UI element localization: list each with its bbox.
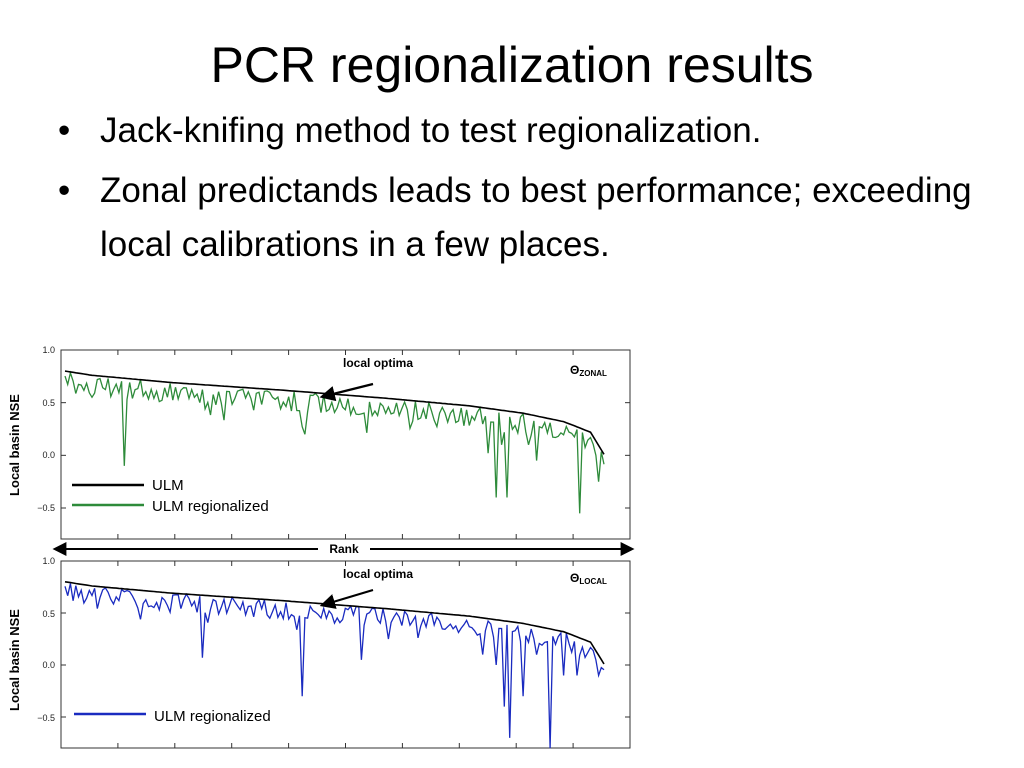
slide-title: PCR regionalization results [210,37,814,93]
top-series-ulm-regionalized [64,370,605,514]
y-tick-label: 0.0 [42,450,55,460]
bottom-legend-reg-label: ULM regionalized [154,708,271,725]
y-tick-label: 1.0 [42,556,55,566]
top-theta-label: ΘZONAL [570,363,607,378]
top-annotation-local-optima: local optima [343,356,413,370]
top-legend-ulm-label: ULM [152,477,184,494]
bottom-panel: 1.0 0.5 0.0 −0.5 Local basin NSE local o… [7,556,631,749]
bottom-plot-frame [60,560,631,749]
bullet-list: • Jack-knifing method to test regionaliz… [58,104,988,278]
top-axis-ticks [61,349,630,539]
theta-subscript: ZONAL [579,369,607,378]
y-tick-label: 0.5 [42,609,55,619]
top-legend-reg-label: ULM regionalized [152,498,269,515]
bullet-text: Jack-knifing method to test regionalizat… [100,111,762,150]
bullet-text: Zonal predictands leads to best performa… [100,171,972,264]
y-tick-label: −0.5 [37,713,55,723]
rank-axis-arrow: Rank [52,542,635,556]
theta-subscript: LOCAL [579,577,607,586]
y-tick-label: 1.0 [42,345,55,355]
bullet-glyph: • [58,171,71,210]
bottom-annotation-arrow [319,588,374,609]
rank-label: Rank [329,542,359,556]
bottom-axis-ticks [61,560,630,748]
bottom-y-axis-label: Local basin NSE [7,609,22,711]
theta-symbol: Θ [570,571,579,585]
theta-symbol: Θ [570,363,579,377]
top-panel: 1.0 0.5 0.0 −0.5 Local basin NSE local o… [7,345,631,540]
bullet-item: • Jack-knifing method to test regionaliz… [58,104,988,158]
y-tick-label: 0.0 [42,660,55,670]
y-tick-label: 0.5 [42,398,55,408]
y-tick-label: −0.5 [37,503,55,513]
bottom-series-ulm-regionalized [64,583,605,749]
top-plot-frame [60,349,631,540]
top-y-tick-labels: 1.0 0.5 0.0 −0.5 [37,345,55,513]
nse-rank-figure: 1.0 0.5 0.0 −0.5 Local basin NSE local o… [7,345,635,749]
bullet-item: • Zonal predictands leads to best perfor… [58,164,988,272]
bottom-annotation-local-optima: local optima [343,567,413,581]
bottom-theta-label: ΘLOCAL [570,571,607,586]
bottom-y-tick-labels: 1.0 0.5 0.0 −0.5 [37,556,55,723]
bullet-glyph: • [58,111,71,150]
top-y-axis-label: Local basin NSE [7,394,22,496]
top-annotation-arrow [319,382,374,402]
